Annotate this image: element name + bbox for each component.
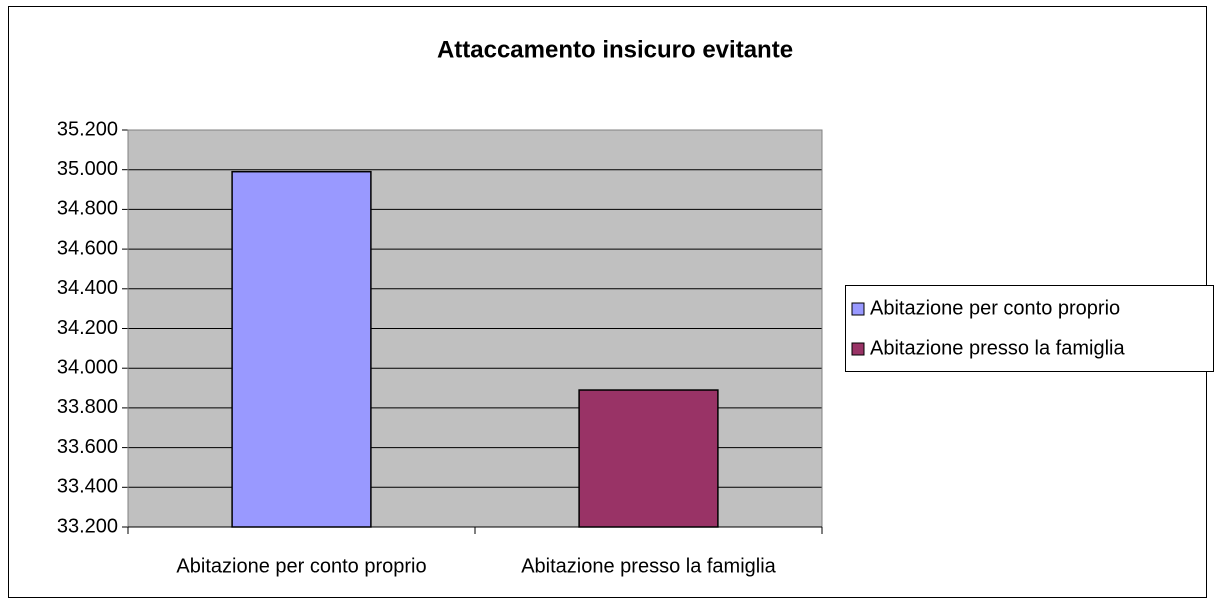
- legend-swatch: [851, 342, 865, 356]
- y-tick-label: 33.400: [57, 476, 118, 498]
- x-tick-label: Abitazione presso la famiglia: [521, 555, 776, 577]
- y-tick-label: 33.600: [57, 436, 118, 458]
- y-tick-label: 33.800: [57, 396, 118, 418]
- x-tick-label: Abitazione per conto proprio: [176, 555, 426, 577]
- y-tick-label: 34.600: [57, 237, 118, 259]
- bar: [231, 170, 372, 528]
- y-tick-label: 34.400: [57, 277, 118, 299]
- bar: [578, 389, 719, 528]
- legend-label: Abitazione presso la famiglia: [870, 337, 1125, 359]
- y-tick-label: 34.000: [57, 356, 118, 378]
- y-tick-label: 34.800: [57, 198, 118, 220]
- y-tick-label: 34.200: [57, 317, 118, 339]
- legend-swatch: [851, 302, 865, 316]
- legend-label: Abitazione per conto proprio: [870, 297, 1120, 319]
- y-tick-label: 33.200: [57, 515, 118, 537]
- y-tick-label: 35.000: [57, 158, 118, 180]
- legend-box: [845, 285, 1214, 372]
- chart-title: Attaccamento insicuro evitante: [437, 36, 793, 63]
- y-tick-label: 35.200: [57, 118, 118, 140]
